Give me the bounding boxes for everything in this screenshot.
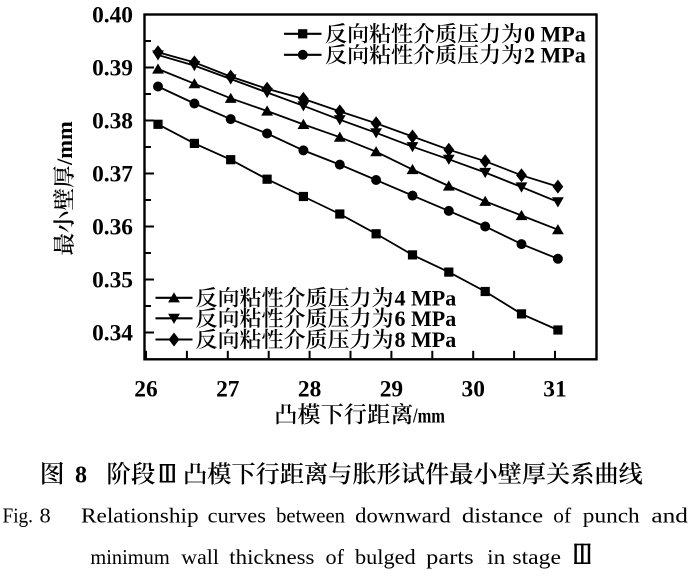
svg-text:8 MPa: 8 MPa (395, 327, 457, 352)
svg-text:of: of (553, 504, 572, 528)
svg-text:thickness: thickness (229, 545, 314, 569)
svg-text:31: 31 (543, 377, 566, 403)
svg-text:minimum: minimum (90, 545, 170, 569)
svg-text:curves: curves (208, 504, 266, 528)
svg-text:0.34: 0.34 (92, 321, 133, 347)
svg-text:0.36: 0.36 (92, 215, 133, 241)
svg-text:0.38: 0.38 (92, 109, 133, 135)
svg-text:0.39: 0.39 (92, 56, 133, 82)
svg-text:0.37: 0.37 (92, 162, 133, 188)
svg-text:8: 8 (75, 463, 87, 489)
svg-text:28: 28 (298, 377, 321, 403)
svg-text:26: 26 (134, 377, 158, 403)
svg-text:of: of (326, 545, 345, 569)
svg-text:distance: distance (462, 504, 543, 528)
svg-text:/mm: /mm (52, 121, 77, 166)
svg-text:in: in (487, 545, 506, 569)
svg-text:4 MPa: 4 MPa (395, 286, 457, 311)
svg-text:wall: wall (181, 545, 219, 569)
svg-text:30: 30 (462, 377, 485, 403)
svg-text:punch: punch (583, 504, 640, 528)
svg-text:and: and (651, 504, 688, 528)
svg-text:29: 29 (380, 377, 403, 403)
svg-text:2 MPa: 2 MPa (524, 43, 586, 68)
svg-text:Fig.: Fig. (3, 504, 34, 528)
svg-text:/mm: /mm (412, 404, 445, 428)
svg-text:0.35: 0.35 (92, 268, 133, 294)
svg-text:stage: stage (512, 545, 561, 569)
svg-text:8: 8 (40, 504, 51, 528)
svg-text:6 MPa: 6 MPa (395, 306, 457, 331)
svg-text:0 MPa: 0 MPa (524, 22, 586, 47)
svg-text:parts: parts (426, 545, 473, 569)
svg-text:between: between (276, 504, 345, 528)
svg-text:downward: downward (355, 504, 451, 528)
svg-text:0.40: 0.40 (92, 3, 133, 29)
svg-text:Relationship: Relationship (81, 504, 199, 528)
svg-text:27: 27 (216, 377, 240, 403)
svg-text:bulged: bulged (355, 545, 416, 569)
